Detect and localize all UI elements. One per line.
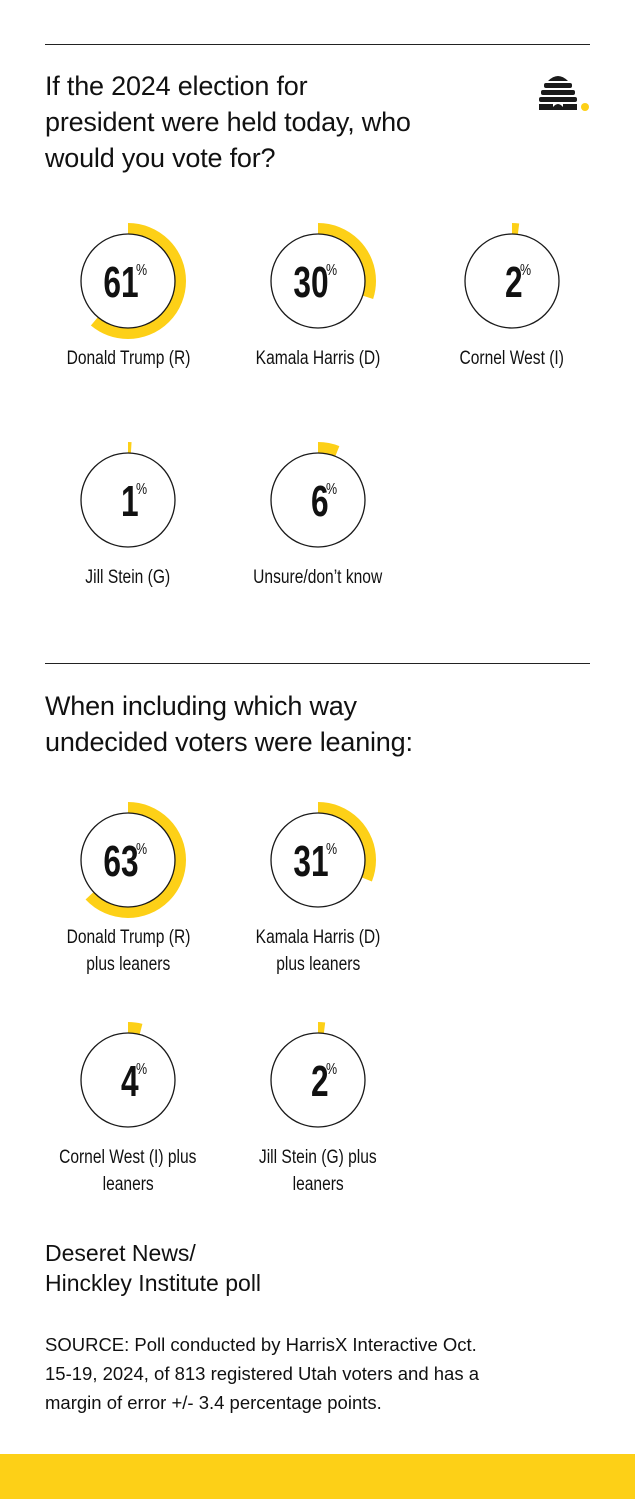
donut-chart: 2% — [454, 223, 570, 339]
donut-ring — [464, 233, 560, 329]
donut-value-arc — [70, 223, 186, 339]
percent-sign: % — [326, 1061, 337, 1079]
donut-value-arc — [454, 223, 570, 339]
candidate-label: Cornel West (I) — [392, 345, 632, 372]
candidate-label-line: Unsure/don’t know — [253, 567, 383, 588]
value-number: 30 — [293, 258, 328, 307]
source-line: margin of error +/- 3.4 percentage point… — [45, 1392, 382, 1413]
poll-name-line: Hinckley Institute poll — [45, 1270, 262, 1296]
candidate-label-line: Donald Trump (R) — [66, 927, 190, 948]
candidate-label-line: plus leaners — [275, 954, 360, 975]
donut-chart: 63% — [70, 802, 186, 918]
section-2-divider — [45, 663, 590, 664]
candidate-label-line: Kamala Harris (D) — [255, 348, 381, 369]
candidate-label: Unsure/don’t know — [198, 564, 438, 591]
donut-value-arc — [70, 802, 186, 918]
donut-value-arc — [70, 442, 186, 558]
value-number: 63 — [103, 837, 138, 886]
percent-sign: % — [520, 262, 531, 280]
donut-chart: 31% — [260, 802, 376, 918]
percent-sign: % — [136, 1061, 147, 1079]
donut-value-arc — [260, 1022, 376, 1138]
donut-item-stein-leaners: 2% Jill Stein (G) plus leaners — [223, 1020, 413, 1198]
donut-item-stein: 1% Jill Stein (G) — [33, 440, 223, 591]
value-number: 31 — [293, 837, 328, 886]
donut-item-trump: 61% Donald Trump (R) — [33, 221, 223, 372]
donut-chart: 6% — [260, 442, 376, 558]
beehive-icon — [539, 76, 589, 111]
title-line: undecided voters were leaning: — [45, 727, 413, 757]
candidate-label-line: plus leaners — [85, 954, 170, 975]
poll-name-line: Deseret News/ — [45, 1240, 196, 1266]
donut-item-harris-leaners: 31% Kamala Harris (D) plus leaners — [223, 800, 413, 978]
donut-value-arc — [260, 223, 376, 339]
poll-name: Deseret News/ Hinckley Institute poll — [45, 1238, 261, 1298]
donut-chart: 61% — [70, 223, 186, 339]
donut-value-arc — [260, 442, 376, 558]
value-number: 1 — [121, 477, 139, 526]
candidate-label-line: Jill Stein (G) — [85, 567, 171, 588]
donut-item-harris: 30% Kamala Harris (D) — [223, 221, 413, 372]
percent-sign: % — [136, 841, 147, 859]
title-line: When including which way — [45, 691, 357, 721]
value-number: 6 — [311, 477, 329, 526]
source-note: SOURCE: Poll conducted by HarrisX Intera… — [45, 1330, 605, 1417]
candidate-label-line: Donald Trump (R) — [66, 348, 190, 369]
donut-ring — [270, 233, 366, 329]
donut-ring — [80, 812, 176, 908]
donut-chart: 30% — [260, 223, 376, 339]
donut-chart: 2% — [260, 1022, 376, 1138]
value-number: 4 — [121, 1057, 139, 1106]
donut-ring — [270, 1032, 366, 1128]
candidate-label: Donald Trump (R) plus leaners — [8, 924, 248, 978]
candidate-label: Kamala Harris (D) — [198, 345, 438, 372]
title-line: president were held today, who — [45, 107, 411, 137]
donut-ring — [270, 452, 366, 548]
donut-item-west: 2% Cornel West (I) — [417, 221, 607, 372]
title-line: If the 2024 election for — [45, 71, 308, 101]
percent-sign: % — [326, 481, 337, 499]
donut-value-arc — [260, 802, 376, 918]
donut-item-unsure: 6% Unsure/don’t know — [223, 440, 413, 591]
candidate-label: Donald Trump (R) — [8, 345, 248, 372]
percent-sign: % — [326, 262, 337, 280]
donut-value-arc — [70, 1022, 186, 1138]
donut-ring — [80, 1032, 176, 1128]
percent-sign: % — [136, 481, 147, 499]
candidate-label: Jill Stein (G) plus leaners — [198, 1144, 438, 1198]
percent-sign: % — [136, 262, 147, 280]
donut-item-west-leaners: 4% Cornel West (I) plus leaners — [33, 1020, 223, 1198]
candidate-label-line: Cornel West (I) plus — [59, 1147, 197, 1168]
value-number: 61 — [103, 258, 138, 307]
value-number: 2 — [311, 1057, 329, 1106]
percent-sign: % — [326, 841, 337, 859]
title-line: would you vote for? — [45, 143, 276, 173]
candidate-label-line: Cornel West (I) — [459, 348, 565, 369]
section-1-title: If the 2024 election for president were … — [45, 68, 515, 176]
section-1-divider — [45, 44, 590, 45]
candidate-label-line: leaners — [102, 1174, 154, 1195]
donut-item-trump-leaners: 63% Donald Trump (R) plus leaners — [33, 800, 223, 978]
source-line: 15-19, 2024, of 813 registered Utah vote… — [45, 1363, 480, 1384]
donut-chart: 4% — [70, 1022, 186, 1138]
candidate-label: Kamala Harris (D) plus leaners — [198, 924, 438, 978]
footer-accent-bar — [0, 1454, 635, 1499]
candidate-label: Jill Stein (G) — [8, 564, 248, 591]
candidate-label-line: Jill Stein (G) plus — [259, 1147, 377, 1168]
donut-ring — [80, 452, 176, 548]
candidate-label-line: Kamala Harris (D) — [255, 927, 381, 948]
donut-ring — [270, 812, 366, 908]
value-number: 2 — [505, 258, 523, 307]
donut-ring — [80, 233, 176, 329]
section-2-title: When including which way undecided voter… — [45, 688, 515, 760]
source-line: SOURCE: Poll conducted by HarrisX Intera… — [45, 1334, 477, 1355]
donut-chart: 1% — [70, 442, 186, 558]
candidate-label-line: leaners — [292, 1174, 344, 1195]
candidate-label: Cornel West (I) plus leaners — [8, 1144, 248, 1198]
